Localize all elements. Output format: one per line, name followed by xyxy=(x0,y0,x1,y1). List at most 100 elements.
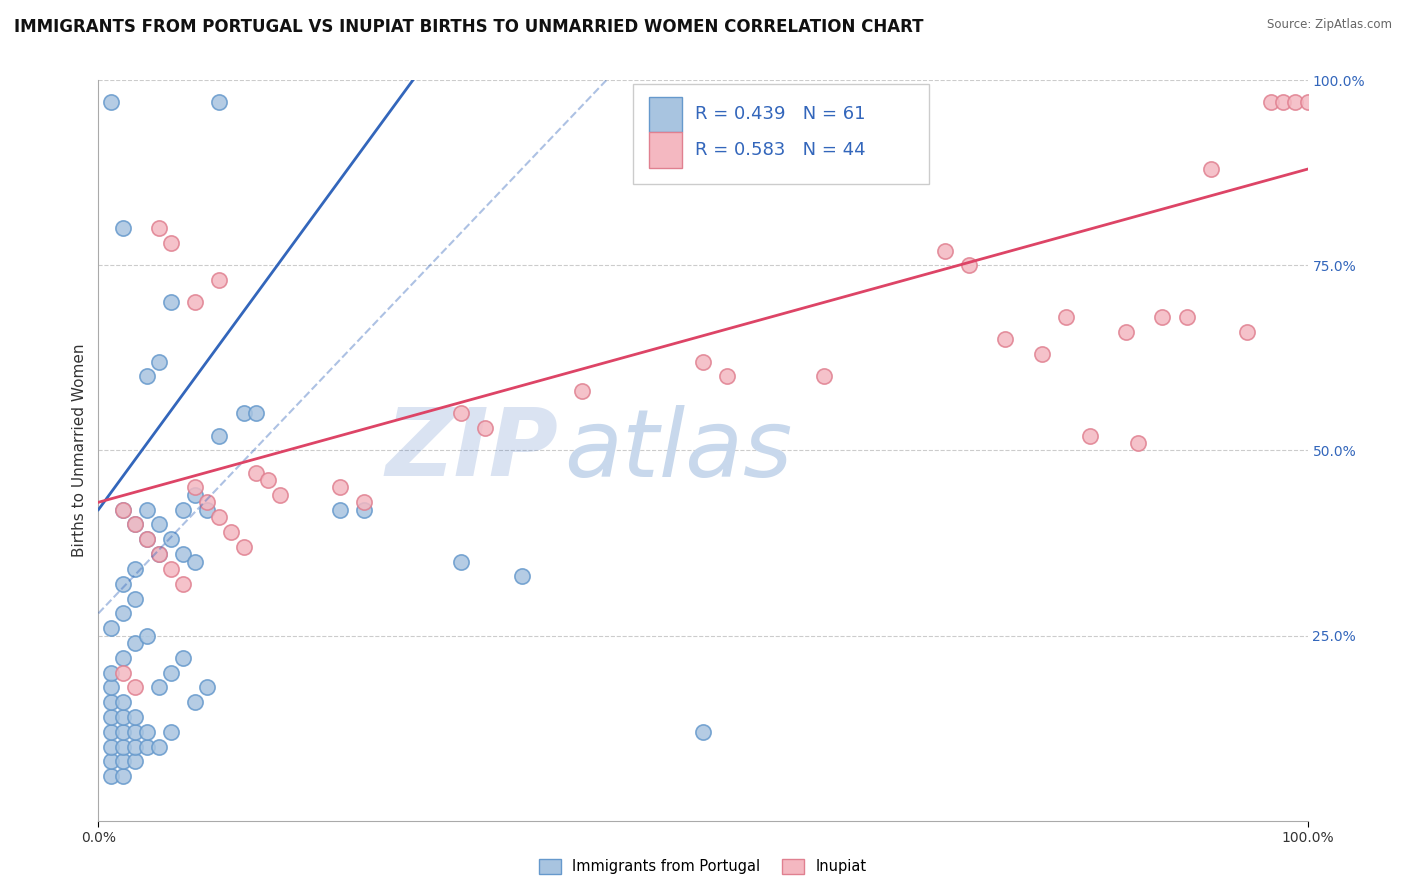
Point xyxy=(111,665,134,680)
Point xyxy=(172,650,194,665)
Point xyxy=(111,650,134,665)
Point xyxy=(148,517,170,532)
Point xyxy=(148,739,170,754)
Point xyxy=(100,755,122,769)
Point xyxy=(124,517,146,532)
Point xyxy=(160,295,183,310)
Point xyxy=(124,636,146,650)
Point xyxy=(184,488,207,502)
Point xyxy=(100,769,122,783)
Point xyxy=(124,517,146,532)
FancyBboxPatch shape xyxy=(633,84,929,184)
Point xyxy=(160,665,183,680)
Point xyxy=(100,710,122,724)
Point xyxy=(172,576,194,591)
Point xyxy=(269,488,291,502)
Point xyxy=(934,244,956,258)
Point xyxy=(111,502,134,516)
Text: ZIP: ZIP xyxy=(385,404,558,497)
Point xyxy=(160,724,183,739)
Point xyxy=(148,547,170,561)
Point xyxy=(450,407,472,421)
Point xyxy=(329,502,352,516)
Point xyxy=(100,739,122,754)
Point xyxy=(1078,428,1101,442)
Point xyxy=(124,681,146,695)
Point xyxy=(111,576,134,591)
Point xyxy=(124,562,146,576)
Point xyxy=(124,724,146,739)
Point xyxy=(135,533,157,547)
Point xyxy=(160,562,183,576)
Point xyxy=(1152,310,1174,325)
Text: Source: ZipAtlas.com: Source: ZipAtlas.com xyxy=(1267,18,1392,31)
Point xyxy=(195,502,218,516)
Bar xyxy=(648,132,682,168)
Point xyxy=(692,724,714,739)
Text: IMMIGRANTS FROM PORTUGAL VS INUPIAT BIRTHS TO UNMARRIED WOMEN CORRELATION CHART: IMMIGRANTS FROM PORTUGAL VS INUPIAT BIRT… xyxy=(14,18,924,36)
Point xyxy=(1236,325,1258,339)
Point xyxy=(111,755,134,769)
Point xyxy=(184,480,207,494)
Point xyxy=(208,273,231,287)
Point xyxy=(135,724,157,739)
Point xyxy=(111,769,134,783)
Point xyxy=(813,369,835,384)
Point xyxy=(124,755,146,769)
Point xyxy=(692,354,714,368)
Point xyxy=(148,547,170,561)
Point xyxy=(184,295,207,310)
Point xyxy=(245,466,267,480)
Point xyxy=(135,533,157,547)
Point xyxy=(111,607,134,621)
Point xyxy=(135,502,157,516)
Point xyxy=(160,533,183,547)
Point xyxy=(994,332,1017,346)
Point xyxy=(111,724,134,739)
Point xyxy=(450,555,472,569)
Point xyxy=(111,695,134,709)
Point xyxy=(957,259,980,273)
Point xyxy=(195,495,218,509)
Point xyxy=(232,407,254,421)
Point xyxy=(571,384,593,399)
Point xyxy=(1284,95,1306,110)
Text: R = 0.583   N = 44: R = 0.583 N = 44 xyxy=(695,141,865,159)
Point xyxy=(111,710,134,724)
Point xyxy=(1031,347,1053,361)
Point xyxy=(353,502,375,516)
Point xyxy=(1296,95,1319,110)
Text: R = 0.439   N = 61: R = 0.439 N = 61 xyxy=(695,105,865,123)
Point xyxy=(208,510,231,524)
Point xyxy=(111,502,134,516)
Y-axis label: Births to Unmarried Women: Births to Unmarried Women xyxy=(72,343,87,558)
Point xyxy=(184,555,207,569)
Point xyxy=(232,540,254,554)
Point xyxy=(124,591,146,606)
Point xyxy=(135,628,157,642)
Point xyxy=(195,681,218,695)
Point xyxy=(353,495,375,509)
Point xyxy=(100,621,122,635)
Point xyxy=(172,547,194,561)
Point xyxy=(245,407,267,421)
Point xyxy=(474,421,496,435)
Point xyxy=(135,369,157,384)
Point xyxy=(100,695,122,709)
Point xyxy=(208,428,231,442)
Point xyxy=(510,569,533,583)
Point xyxy=(111,221,134,235)
Point xyxy=(256,473,278,487)
Text: atlas: atlas xyxy=(564,405,792,496)
Point xyxy=(135,739,157,754)
Point xyxy=(124,710,146,724)
Point xyxy=(124,739,146,754)
Bar xyxy=(648,96,682,132)
Point xyxy=(100,681,122,695)
Point xyxy=(329,480,352,494)
Point xyxy=(716,369,738,384)
Point xyxy=(1054,310,1077,325)
Point xyxy=(208,95,231,110)
Point xyxy=(1115,325,1137,339)
Point xyxy=(148,354,170,368)
